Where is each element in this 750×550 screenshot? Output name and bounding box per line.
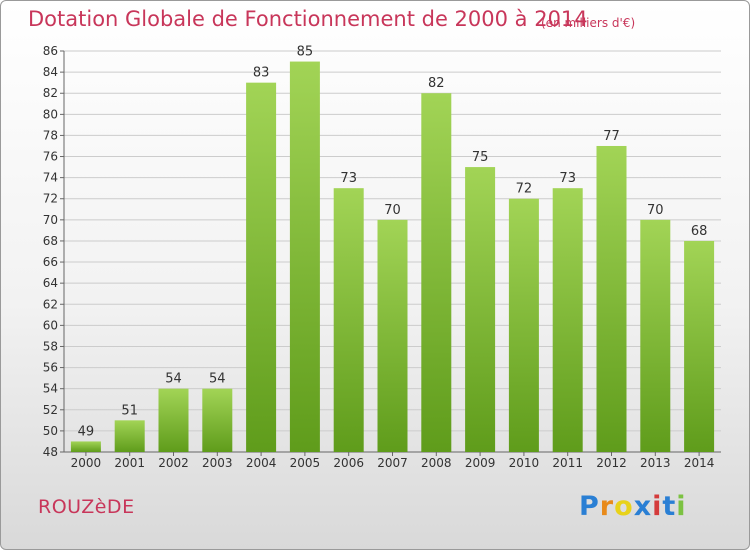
bar-2008 bbox=[421, 93, 452, 453]
x-tick-label-2002: 2002 bbox=[158, 456, 189, 470]
x-tick-label-2013: 2013 bbox=[640, 456, 671, 470]
x-tick-label-2001: 2001 bbox=[114, 456, 145, 470]
bar-2007 bbox=[377, 219, 408, 452]
bar-2011 bbox=[552, 188, 583, 452]
y-tick-label: 66 bbox=[43, 255, 58, 269]
bar-2003 bbox=[202, 388, 233, 452]
x-tick-label-2000: 2000 bbox=[71, 456, 102, 470]
y-tick-label: 70 bbox=[43, 213, 58, 227]
bar-2012 bbox=[596, 145, 627, 452]
y-tick-label: 50 bbox=[43, 424, 58, 438]
bars bbox=[70, 61, 715, 453]
x-tick-label-2009: 2009 bbox=[465, 456, 496, 470]
value-label-2009: 75 bbox=[472, 150, 489, 165]
value-label-2013: 70 bbox=[647, 203, 664, 218]
y-tick-label: 82 bbox=[43, 86, 58, 100]
y-tick-label: 86 bbox=[43, 44, 58, 58]
bar-2014 bbox=[684, 240, 715, 452]
logo-letter: t bbox=[662, 491, 677, 522]
y-tick-label: 68 bbox=[43, 234, 58, 248]
logo-letter: i bbox=[652, 491, 663, 522]
value-label-2003: 54 bbox=[209, 372, 226, 387]
value-label-2012: 77 bbox=[603, 129, 620, 144]
commune-name: ROUZèDE bbox=[38, 496, 135, 518]
x-tick-label-2008: 2008 bbox=[421, 456, 452, 470]
x-tick-label-2006: 2006 bbox=[333, 456, 364, 470]
value-label-2000: 49 bbox=[78, 424, 95, 439]
bar-2002 bbox=[158, 388, 189, 452]
y-tick-label: 56 bbox=[43, 361, 58, 375]
value-label-2010: 72 bbox=[516, 182, 533, 197]
bar-2000 bbox=[70, 441, 101, 452]
value-labels: 49 51 54 54 83 85 73 70 82 75 72 73 77 70 68 bbox=[78, 45, 708, 440]
bar-2013 bbox=[640, 219, 671, 452]
y-tick-label: 54 bbox=[43, 382, 58, 396]
value-label-2004: 83 bbox=[253, 66, 270, 81]
bar-2005 bbox=[289, 61, 320, 452]
logo-letter: i bbox=[676, 491, 687, 522]
x-tick-label-2005: 2005 bbox=[290, 456, 321, 470]
y-tick-label: 74 bbox=[43, 171, 58, 185]
x-tick-labels: 2000 2001 2002 2003 2004 2005 2006 2007 2008 2009… bbox=[71, 456, 715, 470]
y-tick-label: 78 bbox=[43, 128, 58, 142]
x-tick-label-2007: 2007 bbox=[377, 456, 408, 470]
value-label-2007: 70 bbox=[384, 203, 401, 218]
y-tick-label: 64 bbox=[43, 276, 58, 290]
chart-title: Dotation Globale de Fonctionnement de 20… bbox=[28, 7, 588, 31]
x-tick-label-2004: 2004 bbox=[246, 456, 277, 470]
x-tick-label-2010: 2010 bbox=[509, 456, 540, 470]
bar-2010 bbox=[508, 198, 539, 452]
x-tick-label-2012: 2012 bbox=[596, 456, 627, 470]
y-tick-label: 76 bbox=[43, 150, 58, 164]
logo-letter: P bbox=[579, 491, 600, 522]
y-tick-label: 60 bbox=[43, 318, 58, 332]
value-label-2006: 73 bbox=[340, 171, 357, 186]
proxiti-logo: Proxiti bbox=[579, 491, 687, 522]
y-tick-labels: 48 50 52 54 56 58 60 62 64 66 68 70 72 74 76 78 80 82 84 86 bbox=[43, 44, 58, 459]
value-label-2008: 82 bbox=[428, 76, 445, 91]
x-tick-label-2011: 2011 bbox=[552, 456, 583, 470]
y-tick-label: 48 bbox=[43, 445, 58, 459]
y-tick-label: 72 bbox=[43, 192, 58, 206]
y-tick-label: 80 bbox=[43, 107, 58, 121]
bar-2009 bbox=[465, 167, 496, 452]
chart-subtitle: (en milliers d'€) bbox=[541, 16, 636, 30]
logo-letter: x bbox=[633, 491, 653, 522]
logo-letter: r bbox=[599, 491, 615, 522]
bar-2001 bbox=[114, 420, 145, 452]
value-label-2002: 54 bbox=[165, 372, 182, 387]
bar-2004 bbox=[246, 82, 277, 452]
x-tick-label-2014: 2014 bbox=[684, 456, 715, 470]
y-tick-label: 52 bbox=[43, 403, 58, 417]
y-tick-label: 58 bbox=[43, 339, 58, 353]
value-label-2001: 51 bbox=[121, 403, 138, 418]
x-tick-label-2003: 2003 bbox=[202, 456, 233, 470]
y-tick-label: 84 bbox=[43, 65, 58, 79]
value-label-2005: 85 bbox=[297, 45, 314, 60]
bar-2006 bbox=[333, 188, 364, 452]
y-tick-label: 62 bbox=[43, 297, 58, 311]
value-label-2014: 68 bbox=[691, 224, 708, 239]
logo-letter: o bbox=[614, 491, 634, 522]
value-label-2011: 73 bbox=[559, 171, 576, 186]
